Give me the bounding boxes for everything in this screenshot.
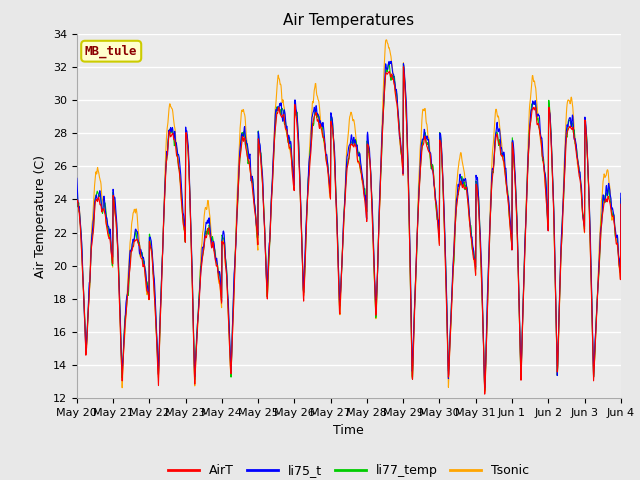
- X-axis label: Time: Time: [333, 424, 364, 437]
- Y-axis label: Air Temperature (C): Air Temperature (C): [35, 155, 47, 277]
- Legend: AirT, li75_t, li77_temp, Tsonic: AirT, li75_t, li77_temp, Tsonic: [163, 459, 534, 480]
- Title: Air Temperatures: Air Temperatures: [284, 13, 414, 28]
- Text: MB_tule: MB_tule: [85, 45, 138, 58]
